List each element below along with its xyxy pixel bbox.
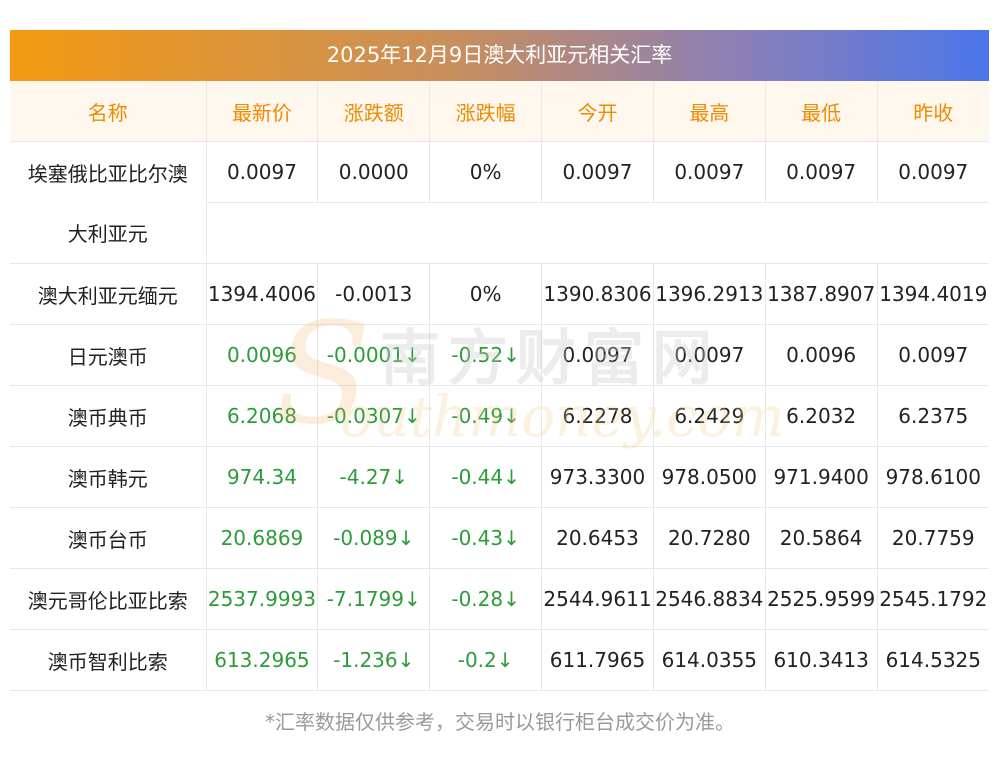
row-open: 611.7965	[541, 629, 654, 691]
row-open: 2544.9611	[541, 568, 654, 630]
row-change: -7.1799↓	[317, 568, 431, 630]
row-low: 2525.9599	[765, 568, 878, 630]
row-change-pct: 0%	[429, 263, 543, 325]
row-high: 0.0097	[653, 324, 766, 386]
table-row: 澳大利亚元缅元 1394.4006 -0.0013 0% 1390.8306 1…	[10, 263, 989, 325]
row-latest: 6.2068	[206, 385, 319, 447]
row-open: 0.0097	[541, 324, 654, 386]
row-latest: 1394.4006	[206, 263, 319, 325]
table-title: 2025年12月9日澳大利亚元相关汇率	[10, 30, 989, 81]
header-row: 名称 最新价 涨跌额 涨跌幅 今开 最高 最低 昨收	[10, 81, 989, 142]
header-high: 最高	[653, 81, 766, 142]
row-change-pct: 0%	[429, 141, 543, 203]
row-latest: 974.34	[206, 446, 319, 508]
row-name: 日元澳币	[10, 324, 207, 386]
row-latest: 0.0097	[206, 141, 319, 203]
row-name-continued: 大利亚元	[10, 202, 207, 264]
row-low: 0.0097	[765, 141, 878, 203]
header-change-pct: 涨跌幅	[429, 81, 543, 142]
row-change-pct: -0.49↓	[429, 385, 543, 447]
row-low: 1387.8907	[765, 263, 878, 325]
row-prev: 6.2375	[877, 385, 989, 447]
row-low: 971.9400	[765, 446, 878, 508]
row-change: -1.236↓	[317, 629, 431, 691]
table-row-continuation: 大利亚元	[10, 202, 989, 264]
row-open: 1390.8306	[541, 263, 654, 325]
row-open: 973.3300	[541, 446, 654, 508]
row-change: -4.27↓	[317, 446, 431, 508]
row-prev: 2545.1792	[877, 568, 989, 630]
row-change-pct: -0.44↓	[429, 446, 543, 508]
row-change: -0.089↓	[317, 507, 431, 569]
row-prev: 0.0097	[877, 141, 989, 203]
row-prev: 978.6100	[877, 446, 989, 508]
row-high: 614.0355	[653, 629, 766, 691]
row-change-pct: -0.28↓	[429, 568, 543, 630]
header-change: 涨跌额	[317, 81, 431, 142]
row-open: 6.2278	[541, 385, 654, 447]
row-latest: 20.6869	[206, 507, 319, 569]
row-name: 澳币台币	[10, 507, 207, 569]
row-prev: 1394.4019	[877, 263, 989, 325]
row-prev: 20.7759	[877, 507, 989, 569]
row-change: -0.0013	[317, 263, 431, 325]
row-high: 20.7280	[653, 507, 766, 569]
table-row: 澳币韩元 974.34 -4.27↓ -0.44↓ 973.3300 978.0…	[10, 446, 989, 508]
header-low: 最低	[765, 81, 878, 142]
footnote: *汇率数据仅供参考，交易时以银行柜台成交价为准。	[265, 710, 735, 734]
row-name: 澳元哥伦比亚比索	[10, 568, 207, 630]
row-open: 20.6453	[541, 507, 654, 569]
row-name: 澳币韩元	[10, 446, 207, 508]
row-prev: 614.5325	[877, 629, 989, 691]
row-change-pct: -0.52↓	[429, 324, 543, 386]
row-latest: 0.0096	[206, 324, 319, 386]
row-latest: 613.2965	[206, 629, 319, 691]
row-change-pct: -0.2↓	[429, 629, 543, 691]
table-row: 澳币台币 20.6869 -0.089↓ -0.43↓ 20.6453 20.7…	[10, 507, 989, 569]
row-low: 20.5864	[765, 507, 878, 569]
row-high: 2546.8834	[653, 568, 766, 630]
row-latest: 2537.9993	[206, 568, 319, 630]
row-low: 0.0096	[765, 324, 878, 386]
table-row: 澳币典币 6.2068 -0.0307↓ -0.49↓ 6.2278 6.242…	[10, 385, 989, 447]
row-change: 0.0000	[317, 141, 431, 203]
row-change-pct: -0.43↓	[429, 507, 543, 569]
row-change: -0.0307↓	[317, 385, 431, 447]
table-row: 澳币智利比索 613.2965 -1.236↓ -0.2↓ 611.7965 6…	[10, 629, 989, 691]
row-open: 0.0097	[541, 141, 654, 203]
row-change: -0.0001↓	[317, 324, 431, 386]
table-body: 埃塞俄比亚比尔澳 0.0097 0.0000 0% 0.0097 0.0097 …	[10, 141, 989, 691]
row-high: 6.2429	[653, 385, 766, 447]
exchange-rate-table: 名称 最新价 涨跌额 涨跌幅 今开 最高 最低 昨收 埃塞俄比亚比尔澳 0.00…	[10, 81, 989, 691]
header-latest: 最新价	[206, 81, 319, 142]
row-high: 1396.2913	[653, 263, 766, 325]
row-name: 澳币典币	[10, 385, 207, 447]
row-high: 978.0500	[653, 446, 766, 508]
table-row: 埃塞俄比亚比尔澳 0.0097 0.0000 0% 0.0097 0.0097 …	[10, 141, 989, 203]
header-open: 今开	[541, 81, 654, 142]
row-low: 610.3413	[765, 629, 878, 691]
row-low: 6.2032	[765, 385, 878, 447]
row-name: 埃塞俄比亚比尔澳	[10, 141, 207, 203]
header-name: 名称	[10, 81, 207, 142]
rate-table-container: 2025年12月9日澳大利亚元相关汇率 名称 最新价 涨跌额 涨跌幅 今开 最高…	[10, 30, 989, 691]
row-name: 澳大利亚元缅元	[10, 263, 207, 325]
row-name: 澳币智利比索	[10, 629, 207, 691]
header-prev-close: 昨收	[877, 81, 989, 142]
table-row: 日元澳币 0.0096 -0.0001↓ -0.52↓ 0.0097 0.009…	[10, 324, 989, 386]
row-high: 0.0097	[653, 141, 766, 203]
table-row: 澳元哥伦比亚比索 2537.9993 -7.1799↓ -0.28↓ 2544.…	[10, 568, 989, 630]
row-prev: 0.0097	[877, 324, 989, 386]
blank-cell	[206, 202, 989, 264]
